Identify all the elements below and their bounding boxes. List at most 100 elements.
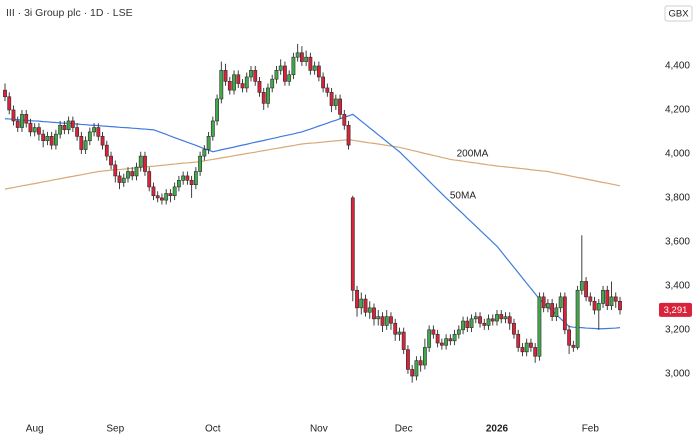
- candle-body: [363, 298, 368, 313]
- grid-layer: [656, 65, 659, 375]
- candle-body: [338, 98, 342, 115]
- candle-body: [299, 52, 304, 62]
- candle-body: [236, 74, 241, 84]
- candle-body: [596, 303, 601, 311]
- candle-body: [62, 125, 67, 131]
- candle-body: [37, 127, 41, 135]
- candle-body: [304, 56, 309, 62]
- candle-body: [389, 316, 393, 324]
- candle-body: [588, 296, 593, 302]
- candle-body: [372, 307, 376, 320]
- candle-body: [198, 155, 203, 172]
- candle-body: [397, 331, 402, 335]
- y-tick-label: 3,600: [665, 237, 690, 248]
- candle-body: [490, 318, 495, 322]
- candle-body: [427, 329, 432, 348]
- candle-body: [359, 298, 364, 309]
- candle-body: [482, 322, 487, 326]
- candle-body: [87, 131, 92, 142]
- candle-body: [452, 333, 457, 342]
- candle-body: [58, 125, 63, 135]
- candle-body: [160, 197, 164, 201]
- candle-body: [168, 193, 173, 197]
- candle-body: [138, 155, 143, 168]
- candle-body: [274, 70, 279, 80]
- candle-body: [439, 342, 444, 346]
- candle-body: [130, 171, 135, 177]
- candle-body: [70, 120, 75, 128]
- candle-body: [325, 87, 330, 93]
- candle-body: [541, 296, 546, 309]
- candle-body: [312, 65, 317, 71]
- candle-body: [227, 81, 232, 91]
- candle-body: [283, 65, 287, 82]
- candle-body: [524, 342, 529, 353]
- y-tick-label: 4,200: [665, 105, 690, 116]
- candle-body: [376, 316, 381, 320]
- candle-body: [503, 316, 508, 320]
- candle-body: [520, 347, 525, 353]
- candle-body: [92, 127, 96, 133]
- candle-body: [7, 96, 12, 111]
- ma-line: [4, 113, 621, 330]
- candle-body: [151, 186, 156, 197]
- x-tick-label: 2026: [486, 424, 509, 435]
- candle-layer: [3, 43, 622, 383]
- candle-body: [270, 78, 275, 89]
- candle-body: [249, 70, 253, 78]
- candle-body: [53, 133, 58, 146]
- candle-body: [333, 98, 338, 106]
- candle-body: [393, 322, 398, 335]
- candle-body: [113, 164, 118, 177]
- ma-label: 50MA: [450, 190, 476, 201]
- y-tick-label: 3,000: [665, 368, 690, 379]
- candle-body: [287, 74, 292, 82]
- candle-body: [465, 320, 470, 328]
- candle-body: [486, 318, 491, 326]
- candle-body: [473, 316, 478, 320]
- candle-body: [448, 338, 453, 342]
- candle-body: [584, 281, 588, 298]
- candle-body: [223, 70, 228, 82]
- candle-body: [28, 122, 33, 133]
- candle-body: [601, 289, 605, 304]
- candle-body: [478, 316, 482, 324]
- currency-box[interactable]: [664, 5, 693, 22]
- candle-body: [20, 114, 24, 128]
- candle-body: [516, 333, 521, 348]
- y-tick-label: 4,000: [665, 149, 690, 160]
- candle-body: [278, 65, 283, 71]
- candle-body: [495, 314, 499, 322]
- y-tick-label: 3,800: [665, 193, 690, 204]
- candle-body: [41, 133, 46, 142]
- candle-body: [143, 155, 147, 172]
- candle-body: [529, 342, 533, 348]
- line-layer: 200MA 50MA: [4, 113, 621, 330]
- candle-body: [316, 65, 321, 78]
- candle-body: [456, 329, 461, 335]
- candle-body: [83, 140, 88, 150]
- candle-body: [104, 144, 109, 157]
- candle-body: [512, 322, 516, 335]
- candle-body: [384, 316, 389, 326]
- candle-body: [554, 307, 559, 317]
- candle-body: [45, 136, 50, 142]
- candle-body: [134, 166, 139, 177]
- candle-body: [410, 369, 415, 377]
- candle-body: [176, 180, 181, 188]
- candle-body: [185, 175, 190, 181]
- candle-body: [126, 171, 130, 179]
- candle-body: [210, 120, 215, 137]
- candle-body: [575, 289, 580, 348]
- axis-layer: 3,000 3,200 3,400 3,600 3,800 4,000 4,200 4,400…: [26, 61, 692, 435]
- candle-body: [499, 314, 504, 320]
- candle-body: [418, 360, 423, 366]
- candle-body: [261, 92, 266, 104]
- x-tick-label: Feb: [582, 424, 600, 435]
- candle-body: [461, 320, 465, 331]
- candle-body: [507, 316, 512, 324]
- candle-body: [321, 76, 326, 89]
- candle-body: [605, 289, 610, 306]
- currency-label[interactable]: GBX: [668, 9, 689, 20]
